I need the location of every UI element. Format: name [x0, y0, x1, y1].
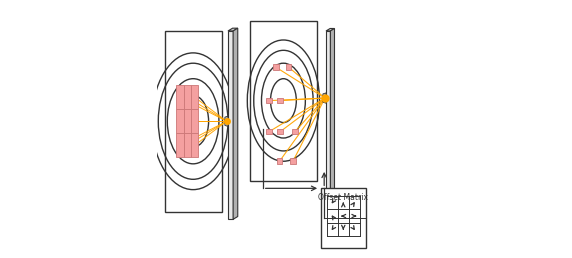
Bar	[184, 85, 191, 109]
Bar	[176, 85, 184, 109]
Polygon shape	[233, 28, 238, 219]
Bar	[184, 133, 191, 157]
Bar	[277, 98, 283, 103]
Polygon shape	[323, 93, 326, 103]
Bar	[176, 109, 184, 133]
Polygon shape	[326, 31, 331, 209]
Polygon shape	[331, 28, 335, 209]
Bar	[321, 188, 366, 248]
Bar	[290, 158, 296, 164]
Bar	[191, 85, 198, 109]
Bar	[250, 21, 317, 181]
Bar	[277, 129, 283, 134]
Polygon shape	[225, 116, 228, 126]
Bar	[267, 98, 272, 103]
Bar	[176, 133, 184, 157]
Bar	[292, 129, 298, 134]
Bar	[277, 158, 283, 164]
Polygon shape	[228, 28, 238, 31]
Bar	[191, 133, 198, 157]
Bar	[165, 31, 221, 212]
Polygon shape	[326, 28, 335, 31]
Text: Offset Matrix: Offset Matrix	[319, 193, 368, 202]
Bar	[267, 129, 272, 134]
Bar	[273, 64, 279, 70]
Bar	[191, 109, 198, 133]
Polygon shape	[228, 31, 233, 219]
Bar	[184, 109, 191, 133]
Bar	[286, 64, 291, 70]
